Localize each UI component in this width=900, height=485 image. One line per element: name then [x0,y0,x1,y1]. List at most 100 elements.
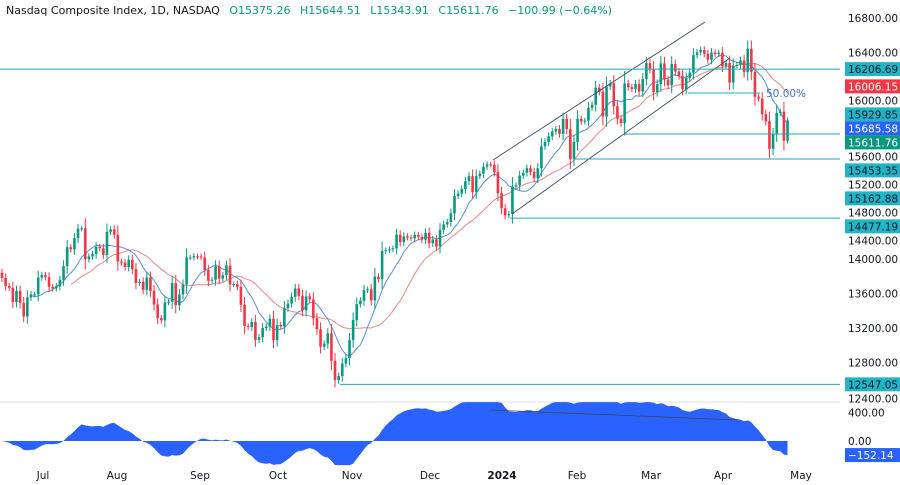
candle-body [402,236,406,242]
price-tick: 12400.00 [848,393,898,405]
candle-body [80,228,83,230]
candle-body [134,269,138,284]
candle-body [29,294,33,298]
candle-body [764,114,768,122]
close-value: C15611.76 [438,4,499,17]
candle-body [377,276,380,280]
candle-body [73,238,76,250]
oscillator-tick: 400.00 [848,407,885,419]
candle-body [409,237,413,239]
candle-body [283,308,286,327]
candle-body [304,296,308,311]
candle-body [15,291,18,303]
high-value: H15644.51 [300,4,361,17]
candle-body [58,279,62,287]
candle-body [116,234,120,262]
candle-body [141,281,145,290]
candle-body [344,358,348,364]
candle-body [590,104,594,108]
candle-body [536,168,540,178]
candle-body [587,107,590,121]
candle-body [569,129,572,159]
candle-body [395,234,398,249]
candle-body [507,214,511,216]
candle-body [192,256,196,258]
candle-body [659,63,663,85]
candle-body [145,277,149,290]
candle-body [185,257,188,285]
level-price-label-bg [845,191,900,206]
candle-body [500,193,503,209]
candle-body [471,176,474,193]
candle-body [44,275,47,278]
candle-body [51,286,54,289]
candle-body [261,328,264,338]
candle-body [297,288,301,296]
candle-body [760,98,764,115]
candle-body [782,111,786,141]
candle-body [550,131,554,137]
price-tick: 16400.00 [848,47,898,59]
candle-body [362,290,366,301]
time-tick: Dec [419,470,441,482]
price-tick: 15200.00 [848,179,898,191]
ma-fast-price-label: 15685.58 [848,123,898,135]
candle-body [62,266,65,280]
candle-body [322,343,326,347]
candle-body [648,63,652,70]
channel-lower-line [511,57,731,215]
candle-body [7,285,11,288]
candle-body [228,265,232,285]
candle-body [750,48,753,72]
candle-body [427,232,431,244]
candle-body [692,55,695,73]
candle-body [388,249,391,251]
candle-body [398,234,402,242]
candle-body [380,251,384,280]
candle-body [286,303,290,309]
level-price-label: 15929.85 [848,109,898,121]
candle-body [775,113,778,135]
candle-body [123,262,127,268]
candle-body [608,83,612,87]
candle-body [301,295,304,311]
candle-body [40,275,44,278]
ma-fast-line [30,54,788,357]
candle-body [102,248,105,255]
candle-body [170,283,174,302]
candle-body [532,171,536,178]
candle-body [496,172,500,194]
candle-body [315,318,319,330]
candle-body [196,256,199,258]
candle-body [243,304,246,327]
candle-body [670,63,673,86]
candle-body [655,84,659,93]
candle-body [493,164,496,173]
candle-body [4,277,7,286]
candle-body [156,304,159,319]
candle-body [619,118,623,124]
candle-body [359,300,362,305]
candle-body [406,236,409,238]
candle-body [706,53,710,60]
level-price-label: 15162.88 [848,193,898,205]
candle-body [199,256,203,258]
candle-body [753,71,757,97]
candle-body [565,118,569,130]
candle-body [699,49,702,53]
candle-body [105,231,109,255]
candle-body [489,164,492,166]
candle-body [467,176,471,182]
candle-body [138,281,141,284]
candle-body [521,172,525,176]
price-tick: 13200.00 [848,323,898,335]
candle-body [674,63,677,72]
candle-body [688,72,692,79]
candle-body [579,118,583,122]
candle-body [721,52,724,67]
candle-body [214,266,217,280]
level-price-label: 14477.19 [848,221,898,233]
candle-body [771,134,775,149]
candle-body [605,86,608,117]
